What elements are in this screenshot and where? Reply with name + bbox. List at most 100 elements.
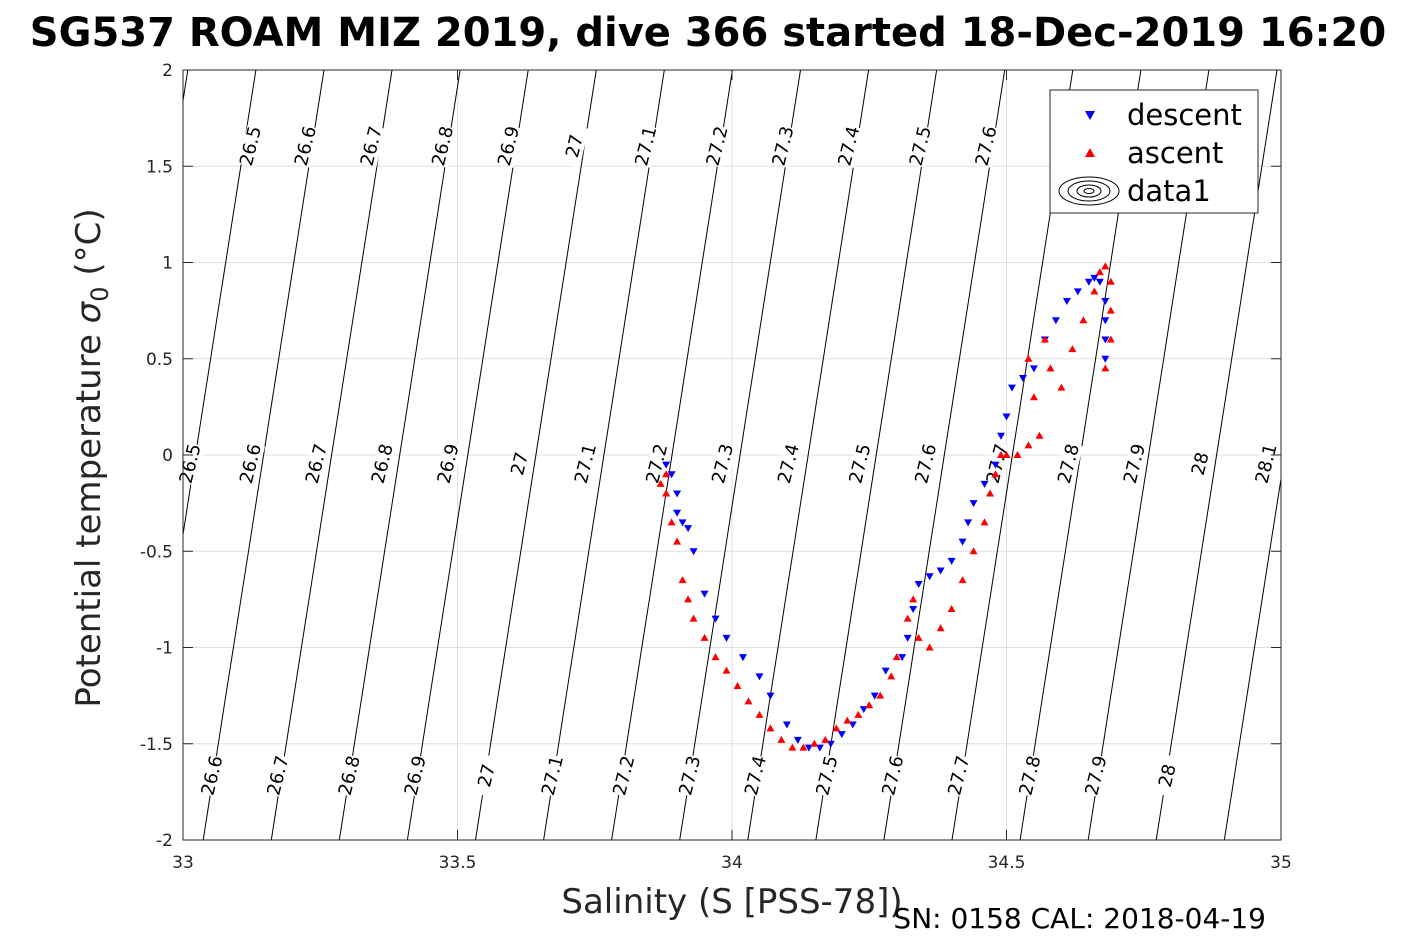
ascent-point	[1040, 335, 1049, 343]
ascent-point	[1068, 345, 1077, 353]
ascent-point	[947, 605, 956, 612]
isopycnal-line	[475, 70, 597, 840]
y-axis-ticks: -2 -1.5 -1 -0.5 0 0.5 1 1.5 2	[140, 61, 1281, 851]
ascent-point	[969, 547, 978, 555]
ascent-point	[1101, 364, 1110, 372]
x-tick-label: 34	[721, 853, 743, 873]
isopycnal-line	[1223, 475, 1281, 840]
y-axis-label-main: Potential temperature	[69, 323, 109, 707]
contour-label-bg	[770, 124, 798, 168]
legend-descent-label: descent	[1127, 98, 1242, 132]
ascent-point	[986, 489, 995, 497]
contour-label: 28	[1154, 754, 1182, 798]
descent-point	[684, 525, 693, 533]
legend-ascent-marker	[1085, 148, 1095, 157]
isopycnal-line	[815, 70, 938, 840]
contour-label: 27	[473, 754, 502, 798]
contour-label-bg	[836, 124, 864, 168]
ascent-point	[662, 489, 671, 497]
ascent-point	[1024, 441, 1033, 449]
descent-point	[1095, 278, 1104, 286]
contour-label-bg	[677, 754, 705, 798]
x-axis-ticks: 33 33.5 34 34.5 35	[172, 70, 1292, 873]
contour-label-bg	[303, 442, 331, 486]
contour-label-bg	[1017, 754, 1045, 798]
ascent-point	[777, 735, 786, 743]
contour-label-bg	[946, 754, 974, 798]
y-tick-label: 1	[162, 254, 173, 274]
descent-point	[903, 634, 912, 642]
contour-label-bg	[358, 124, 386, 168]
contour-label-bg	[1055, 442, 1084, 486]
contour-label-bg	[704, 124, 732, 168]
isopycnal-line	[406, 70, 529, 840]
isopycnal-line	[543, 70, 665, 840]
ascent-point	[925, 643, 934, 651]
ascent-point	[667, 518, 676, 526]
isopycnal-line	[679, 70, 801, 840]
descent-point	[997, 432, 1006, 440]
contour-label-bg	[369, 442, 397, 486]
contour-label: 28	[1187, 442, 1215, 486]
y-tick-label: 2	[162, 61, 173, 81]
contour-label-bg	[775, 442, 804, 486]
isopycnal-line	[270, 70, 393, 840]
contour-label-bg	[1121, 442, 1149, 486]
chart-title: SG537 ROAM MIZ 2019, dive 366 started 18…	[30, 10, 1386, 56]
y-tick-label: 0	[162, 446, 173, 466]
legend: descent ascent data1	[1049, 89, 1259, 214]
descent-point	[837, 731, 846, 739]
x-tick-label: 34.5	[988, 853, 1026, 873]
contour-label-bg	[611, 754, 639, 798]
descent-point	[909, 606, 918, 613]
ascent-point	[1095, 268, 1104, 276]
descent-point	[980, 480, 989, 488]
ascent-point	[766, 724, 775, 732]
ascent-point	[1090, 287, 1099, 295]
descent-point	[870, 692, 879, 700]
descent-point	[958, 538, 967, 546]
ascent-point	[711, 653, 720, 661]
y-tick-label: -1.5	[140, 735, 173, 755]
descent-point	[755, 673, 764, 681]
ascent-point	[744, 697, 753, 705]
contour-label-bg	[913, 442, 941, 486]
descent-point	[782, 721, 791, 729]
contour-label-bg	[336, 754, 364, 798]
isopycnal-line	[202, 70, 325, 840]
isopycnal-line	[611, 70, 733, 840]
descent-point	[1002, 413, 1011, 421]
ascent-point	[1046, 364, 1055, 372]
ascent-point	[991, 470, 1000, 478]
contour-label-bg	[814, 754, 842, 798]
ascent-point	[810, 739, 819, 747]
contour-label-bg	[710, 442, 738, 486]
contour-label-bg	[847, 442, 875, 486]
ascent-point	[684, 595, 693, 603]
contour-label-bg	[561, 124, 589, 168]
x-tick-label: 33.5	[439, 853, 477, 873]
x-tick-label: 35	[1270, 853, 1292, 873]
isopycnal-line	[338, 70, 461, 840]
contour-label-bg	[473, 754, 502, 798]
isopycnal-line	[747, 70, 870, 840]
descent-point	[1101, 336, 1110, 344]
contour-label-bg	[292, 124, 320, 168]
ascent-point	[843, 716, 852, 724]
descent-point	[947, 557, 956, 565]
descent-point	[1090, 274, 1099, 282]
legend-data1-label: data1	[1127, 174, 1211, 208]
contour-label-bg	[742, 754, 771, 798]
legend-descent-marker	[1085, 111, 1095, 120]
descent-point	[722, 634, 731, 642]
y-tick-label: -0.5	[140, 542, 173, 562]
descent-point	[1029, 365, 1038, 373]
descent-point	[700, 590, 709, 598]
descent-point	[667, 471, 676, 479]
ascent-point	[1106, 306, 1115, 314]
descent-point	[936, 567, 945, 575]
ascent-point	[755, 710, 764, 718]
ascent-point	[1002, 451, 1011, 458]
y-tick-label: -1	[156, 639, 173, 659]
